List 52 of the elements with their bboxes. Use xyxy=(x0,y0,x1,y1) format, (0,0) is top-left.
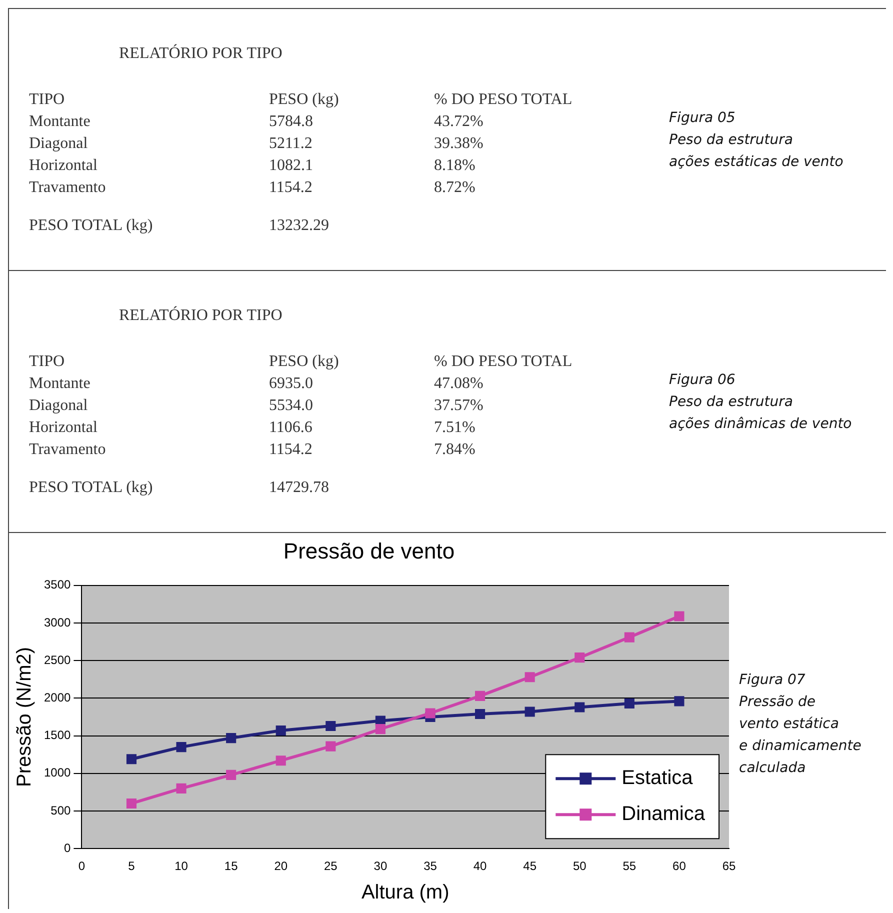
text: Peso da estrutura xyxy=(669,130,794,150)
text: TIPO PESO (kg) % DO PESO TOTAL xyxy=(29,352,572,370)
text: RELATÓRIO POR TIPO xyxy=(118,306,284,324)
text: Figura 05 xyxy=(669,108,736,128)
text: Diagonal 5534.0 37.57% xyxy=(29,396,484,414)
legend-label: Dinamica xyxy=(622,803,706,826)
text: Figura 07 xyxy=(739,671,806,690)
text: Horizontal 1082.1 8.18% xyxy=(29,156,476,174)
y-tick-label: 3000 xyxy=(44,615,72,630)
y-tick-label: 1500 xyxy=(44,728,72,742)
x-tick-label: 45 xyxy=(523,859,537,874)
y-tick-label: 500 xyxy=(50,803,72,818)
x-tick-label: 30 xyxy=(374,859,388,874)
text: RELATÓRIO POR TIPO xyxy=(118,44,284,62)
text: vento estática xyxy=(739,715,840,734)
y-axis-title: Pressão (N/m2) xyxy=(14,646,36,788)
text: Travamento 1154.2 7.84% xyxy=(29,440,476,458)
x-tick-label: 10 xyxy=(174,859,188,874)
text: Pressão de xyxy=(739,693,816,712)
x-tick-label: 5 xyxy=(128,859,136,874)
y-tick-label: 3500 xyxy=(44,578,72,592)
x-tick-label: 55 xyxy=(622,859,636,874)
x-tick-label: 25 xyxy=(324,859,338,874)
y-tick-label: 0 xyxy=(64,840,72,855)
text: Travamento 1154.2 8.72% xyxy=(29,178,476,196)
text: PESO TOTAL (kg) 14729.78 xyxy=(29,478,329,496)
chart-title: Pressão de vento xyxy=(283,538,455,564)
x-tick-label: 50 xyxy=(572,859,587,874)
text: ações estáticas de vento xyxy=(669,152,844,172)
x-tick-label: 60 xyxy=(672,859,686,874)
text: calculada xyxy=(739,759,807,778)
x-tick-label: 65 xyxy=(722,859,736,874)
text: PESO TOTAL (kg) 13232.29 xyxy=(29,216,329,234)
text: Peso da estrutura xyxy=(669,392,794,412)
text: Montante 6935.0 47.08% xyxy=(29,374,484,392)
y-tick-label: 2500 xyxy=(44,652,72,667)
x-tick-label: 0 xyxy=(78,859,86,874)
text: Figura 06 xyxy=(669,370,736,390)
text: Horizontal 1106.6 7.51% xyxy=(29,418,476,436)
text: Diagonal 5211.2 39.38% xyxy=(29,134,484,152)
x-tick-label: 20 xyxy=(274,859,288,874)
x-tick-label: 40 xyxy=(473,859,488,874)
x-tick-label: 35 xyxy=(424,859,438,874)
x-axis-title: Altura (m) xyxy=(361,882,450,904)
text: TIPO PESO (kg) % DO PESO TOTAL xyxy=(29,90,572,108)
text: ações dinâmicas de vento xyxy=(669,414,852,434)
x-tick-label: 15 xyxy=(224,859,238,874)
y-tick-label: 1000 xyxy=(44,766,72,780)
text: Montante 5784.8 43.72% xyxy=(29,112,484,130)
text: e dinamicamente xyxy=(739,737,862,756)
y-tick-label: 2000 xyxy=(44,690,72,705)
legend-label: Estatica xyxy=(622,767,694,790)
